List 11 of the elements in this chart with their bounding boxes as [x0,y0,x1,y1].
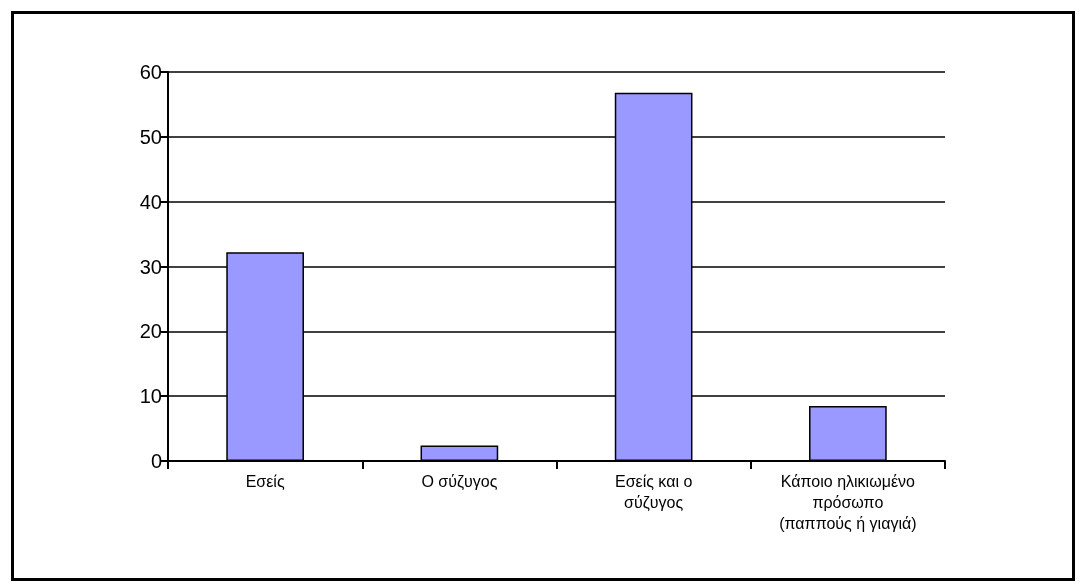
x-tick-label: Εσείς [245,473,285,490]
x-tick-label: Κάποιο ηλικιωμένο πρόσωπο (παππούς ή γιαγιά) [779,473,917,532]
y-tick-label: 0 [150,450,162,472]
y-tick-label: 30 [139,255,162,278]
y-tick-label: 50 [139,125,162,148]
x-tick-label: Ο σύζυγος [421,473,498,491]
x-tick-label: Εσείς και ο σύζυγος [614,473,693,512]
y-tick-label: 60 [139,61,162,83]
y-tick-label: 20 [139,320,162,343]
y-tick-label: 10 [139,385,162,408]
y-tick-label: 40 [139,190,162,213]
